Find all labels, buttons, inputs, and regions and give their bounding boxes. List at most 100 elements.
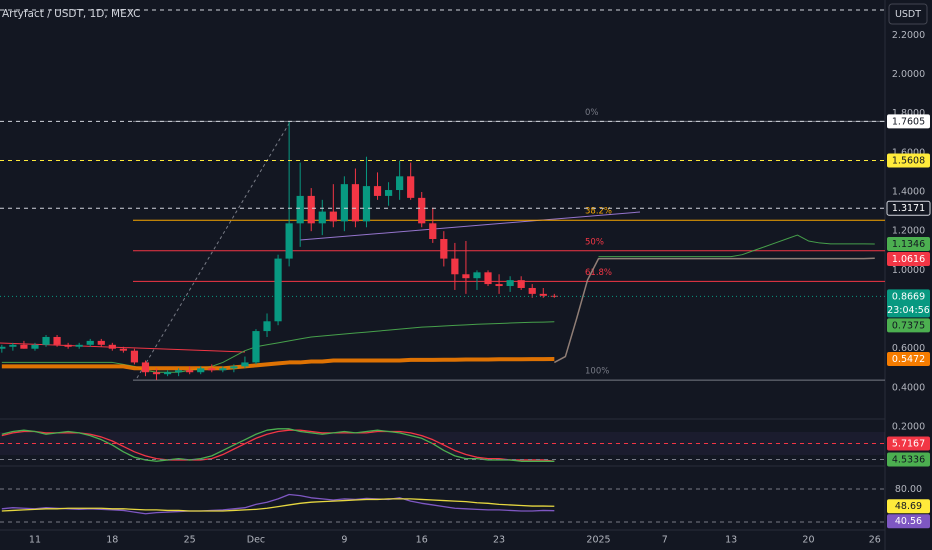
candle-body [0,346,6,349]
price-label-box [887,236,930,251]
price-label-box [887,318,930,333]
fib-trend-line [136,121,291,379]
y-tick-label: 1.2000 [892,226,925,237]
y-tick-label: 2.0000 [892,69,925,80]
y-tick-label: 0.2000 [892,422,925,433]
overlay-line [1,321,555,373]
x-tick-label: 11 [29,535,41,546]
price-label: 1.7605 [892,116,925,127]
x-tick-label: 23 [493,535,505,546]
candle-body [506,280,514,287]
price-label: 0.7375 [892,320,925,331]
candle-body [484,272,492,285]
candle-body [42,336,50,345]
candle-body [9,344,17,347]
price-label-box [886,200,931,216]
oscillator-line [1,493,555,515]
candle-body [197,368,205,373]
candle-body [307,195,315,224]
candle-body [263,321,271,332]
y-tick-label: 2.2000 [892,30,925,41]
x-tick-label: 2025 [586,535,610,546]
candle-body [97,340,105,345]
price-label-box [887,499,930,514]
candle-body [163,372,172,375]
candle-body [141,362,150,373]
candle-body [20,344,28,349]
candle-body [318,211,326,224]
y-tick-label: 1.6000 [892,147,925,158]
candle-body [241,362,249,367]
y-tick-label: 1.4000 [892,186,925,197]
price-label-box [887,114,930,129]
x-tick-label: 7 [662,535,668,546]
trend-line [0,342,246,353]
candle-body [86,340,94,345]
overlay-line [553,257,875,364]
price-label-box [887,452,930,467]
x-tick-label: 25 [184,535,196,546]
price-label: 0.8669 [892,291,925,302]
price-label: 4.5336 [892,454,925,465]
candle-body [418,197,426,224]
price-label: 1.3171 [892,203,925,214]
candle-body [152,372,161,375]
price-label: 48.69 [895,501,922,512]
candle-body [384,190,393,196]
trend-line [299,211,641,241]
candle-body [108,344,116,349]
candle-body [550,295,558,297]
price-label-box [887,251,930,266]
candle-body [429,223,437,240]
candle-body [517,280,525,288]
price-label: 1.5608 [892,155,925,166]
overlay-line [598,234,875,258]
price-label-box [887,289,930,318]
candle-body [75,344,83,347]
candle-body [340,184,348,222]
candle-body [296,195,304,224]
price-label: 80.00 [895,484,922,495]
y-tick-label: 1.0000 [892,265,925,276]
y-tick-label: 0.4000 [892,382,925,393]
fib-label: 61.8% [585,268,612,278]
chart-layer: 11 18 25 Dec 9 16 23 2025 7 13 20 26 2.2000 2.0000 1.8… [0,30,931,546]
candle-body [252,331,260,363]
candle-body [175,370,183,373]
symbol-title: Artyfact / USDT, 1D, MEXC [2,8,140,20]
countdown-label: 23:04:56 [887,305,930,316]
x-tick-label: 20 [802,535,814,546]
price-label: 1.0616 [892,254,925,265]
fib-label: 100% [585,367,609,377]
candle-body [53,336,61,345]
candle-body [31,344,39,349]
currency-label[interactable]: USDT [895,9,921,20]
price-label: 5.7167 [892,438,925,449]
candle-body [130,350,139,363]
x-tick-label: 16 [416,535,428,546]
candle-body [462,274,470,279]
currency-button[interactable] [888,3,928,25]
oscillator-line [1,428,555,462]
candle-body [440,239,448,259]
candle-body [230,366,238,369]
candle-body [451,258,459,275]
price-label: 0.5472 [892,354,925,365]
fib-label: 50% [585,237,604,247]
price-label-box [887,153,930,168]
x-tick-label: 9 [341,535,347,546]
price-label-box [887,514,930,529]
price-label: 1.1346 [892,239,925,250]
fib-label: 0% [585,108,599,118]
candle-body [285,223,293,259]
y-tick-label: 0.6000 [892,343,925,354]
candle-body [528,287,536,294]
candle-body [396,176,404,191]
x-tick-label: Dec [247,535,265,546]
x-tick-label: 26 [869,535,881,546]
price-label: 40.56 [895,516,922,527]
candle-body [274,258,282,322]
fib-label: 38.2% [585,207,612,217]
oscillator-line [1,498,555,512]
